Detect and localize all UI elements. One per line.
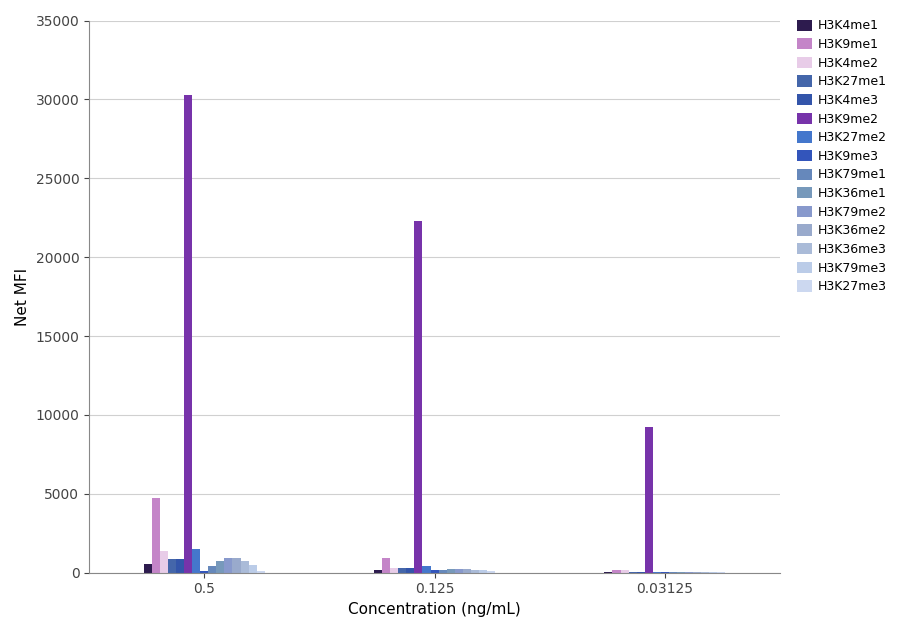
Bar bbox=[168, 559, 176, 573]
Bar bbox=[241, 561, 248, 573]
Bar bbox=[256, 571, 265, 573]
Bar bbox=[184, 95, 192, 573]
Bar bbox=[144, 564, 152, 573]
Bar bbox=[612, 569, 621, 573]
Bar bbox=[399, 568, 407, 573]
X-axis label: Concentration (ng/mL): Concentration (ng/mL) bbox=[348, 602, 521, 617]
Bar bbox=[233, 557, 241, 573]
Bar bbox=[208, 566, 217, 573]
Bar bbox=[487, 571, 495, 573]
Bar bbox=[248, 565, 256, 573]
Bar bbox=[200, 571, 208, 573]
Bar bbox=[685, 572, 693, 573]
Legend: H3K4me1, H3K9me1, H3K4me2, H3K27me1, H3K4me3, H3K9me2, H3K27me2, H3K9me3, H3K79m: H3K4me1, H3K9me1, H3K4me2, H3K27me1, H3K… bbox=[793, 16, 891, 297]
Bar bbox=[407, 568, 414, 573]
Bar bbox=[471, 569, 479, 573]
Bar bbox=[152, 498, 160, 573]
Bar bbox=[677, 572, 685, 573]
Bar bbox=[439, 570, 447, 573]
Bar bbox=[374, 570, 382, 573]
Bar bbox=[463, 569, 471, 573]
Y-axis label: Net MFI: Net MFI bbox=[15, 267, 30, 325]
Bar bbox=[192, 549, 200, 573]
Bar bbox=[479, 570, 487, 573]
Bar bbox=[701, 572, 709, 573]
Bar bbox=[422, 566, 430, 573]
Bar bbox=[669, 572, 677, 573]
Bar bbox=[709, 572, 718, 573]
Bar bbox=[652, 571, 660, 573]
Bar bbox=[693, 572, 701, 573]
Bar bbox=[645, 427, 652, 573]
Bar bbox=[160, 552, 168, 573]
Bar bbox=[637, 572, 645, 573]
Bar bbox=[414, 221, 422, 573]
Bar bbox=[447, 569, 455, 573]
Bar bbox=[390, 568, 399, 573]
Bar bbox=[217, 561, 225, 573]
Bar bbox=[629, 572, 637, 573]
Bar bbox=[604, 572, 612, 573]
Bar bbox=[225, 557, 233, 573]
Bar bbox=[621, 570, 629, 573]
Bar bbox=[430, 570, 439, 573]
Bar bbox=[176, 559, 184, 573]
Bar bbox=[382, 557, 390, 573]
Bar bbox=[455, 569, 463, 573]
